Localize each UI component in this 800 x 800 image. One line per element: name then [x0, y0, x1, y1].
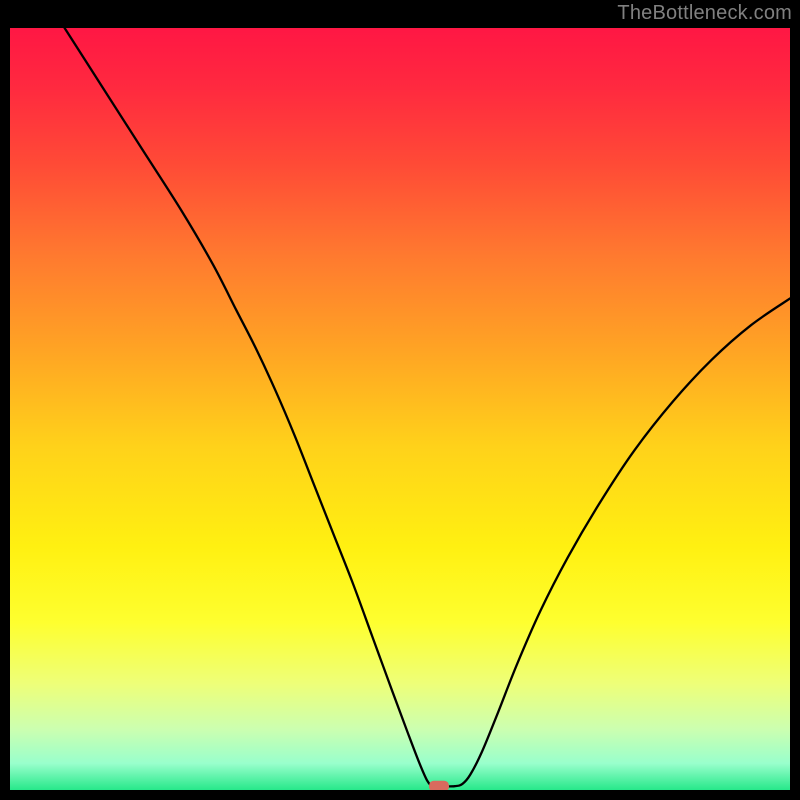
gradient-background	[10, 28, 790, 790]
chart-frame: TheBottleneck.com	[0, 0, 800, 800]
plot-area	[10, 28, 790, 790]
plot-svg	[10, 28, 790, 790]
watermark-text: TheBottleneck.com	[617, 2, 792, 25]
optimal-point-marker	[429, 781, 449, 790]
